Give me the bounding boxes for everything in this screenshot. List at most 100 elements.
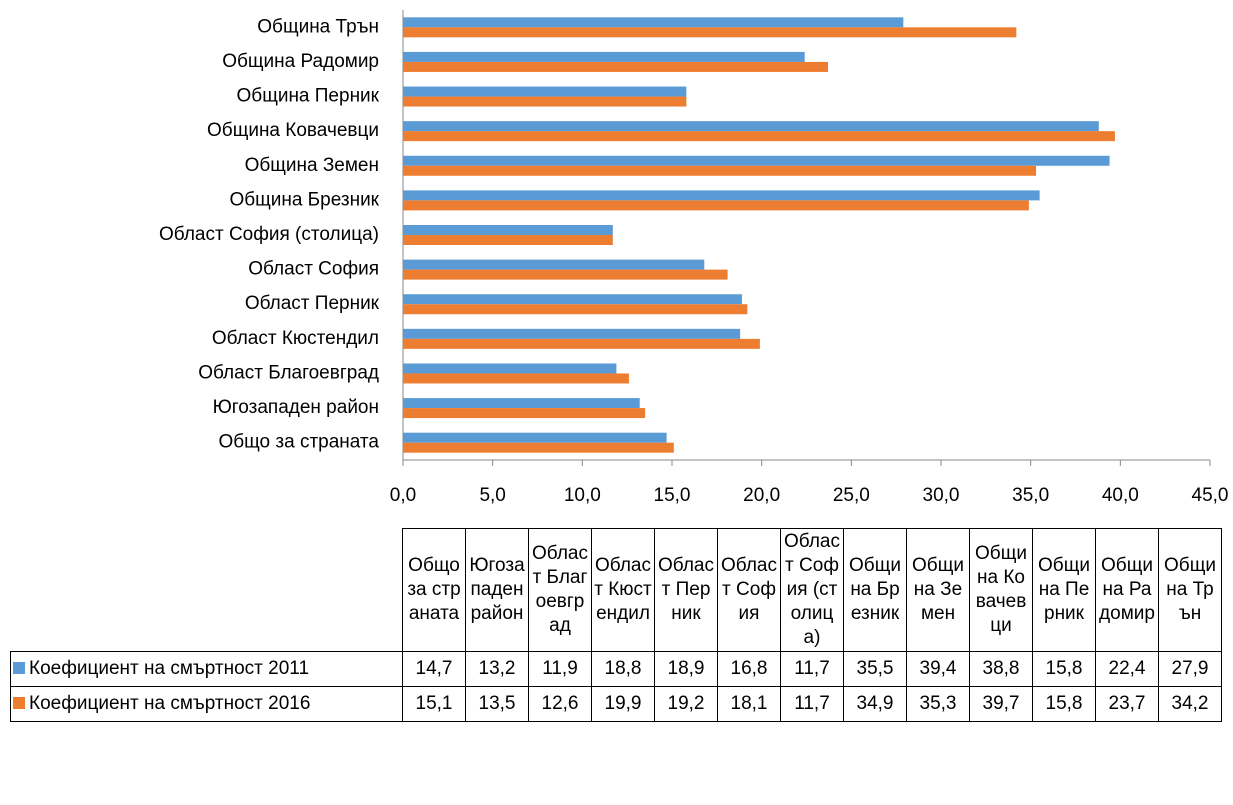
x-tick-label: 30,0	[923, 485, 960, 506]
bar	[403, 398, 640, 409]
bar	[403, 51, 805, 62]
x-tick-label: 40,0	[1102, 485, 1139, 506]
bar	[403, 96, 687, 107]
table-value: 15,1	[402, 686, 466, 722]
table-value: 11,7	[780, 651, 844, 687]
x-tick-label: 35,0	[1012, 485, 1049, 506]
y-tick-label: Община Радомир	[222, 51, 379, 72]
bar	[403, 442, 674, 453]
table-value: 12,6	[528, 686, 592, 722]
table-value: 23,7	[1095, 686, 1159, 722]
column-header: Община Перник	[1032, 528, 1096, 652]
bar	[403, 17, 904, 28]
bar	[403, 235, 613, 245]
bar	[403, 225, 613, 235]
bar	[403, 165, 1037, 176]
column-header: Община Земен	[906, 528, 970, 652]
table-value: 39,7	[969, 686, 1033, 722]
bar	[403, 121, 1099, 132]
column-header: Община Трън	[1158, 528, 1222, 652]
column-header: Община Ковачевци	[969, 528, 1033, 652]
y-tick-label: Община Земен	[245, 155, 379, 176]
table-value: 39,4	[906, 651, 970, 687]
bar	[403, 190, 1040, 201]
series-name: Коефициент на смъртност 2011	[29, 658, 310, 679]
bar	[403, 432, 667, 443]
y-tick-label: Общо за страната	[218, 432, 379, 453]
bar	[403, 338, 760, 349]
y-tick-label: Община Ковачевци	[207, 120, 379, 141]
y-tick-label: Област Кюстендил	[212, 328, 379, 349]
bar	[403, 259, 705, 270]
table-value: 35,5	[843, 651, 907, 687]
x-tick-label: 15,0	[654, 485, 691, 506]
bar	[403, 373, 629, 384]
data-table: Общо за страната Югозападен район Област Б…	[10, 528, 1222, 722]
bar	[403, 408, 646, 419]
table-value: 19,9	[591, 686, 655, 722]
column-header: Общо за страната	[402, 528, 466, 652]
table-value: 38,8	[969, 651, 1033, 687]
series-row: Коефициент на смъртност 2016 15,1 13,5 12,6…	[10, 686, 1222, 722]
x-tick-label: 0,0	[390, 485, 416, 506]
table-value: 14,7	[402, 651, 466, 687]
table-value: 18,1	[717, 686, 781, 722]
bar	[403, 328, 741, 339]
y-tick-label: Югозападен район	[213, 397, 379, 418]
table-value: 35,3	[906, 686, 970, 722]
table-value: 13,5	[465, 686, 529, 722]
bar	[403, 155, 1110, 166]
legend-key	[13, 697, 25, 709]
column-header: Община Радомир	[1095, 528, 1159, 652]
empty-cell	[11, 529, 403, 652]
y-tick-label: Община Трън	[257, 16, 379, 37]
column-header: Югозападен район	[465, 528, 529, 652]
x-tick-label: 25,0	[833, 485, 870, 506]
series-name: Коефициент на смъртност 2016	[29, 693, 311, 714]
table-value: 15,8	[1032, 686, 1096, 722]
x-tick-label: 45,0	[1192, 485, 1229, 506]
bar	[403, 294, 742, 305]
legend-key	[13, 662, 25, 674]
column-header: Община Брезник	[843, 528, 907, 652]
legend-entry: Коефициент на смъртност 2016	[10, 686, 403, 722]
legend-entry: Коефициент на смъртност 2011	[10, 651, 403, 687]
y-tick-label: Община Брезник	[229, 189, 379, 210]
table-value: 16,8	[717, 651, 781, 687]
table-value: 11,7	[780, 686, 844, 722]
bar	[403, 363, 617, 374]
x-tick-label: 5,0	[479, 485, 505, 506]
column-header: Област Перник	[654, 528, 718, 652]
bar	[403, 61, 829, 72]
y-tick-label: Област Перник	[245, 293, 380, 314]
table-value: 22,4	[1095, 651, 1159, 687]
table-value: 15,8	[1032, 651, 1096, 687]
y-tick-label: Област Благоевград	[198, 362, 379, 383]
table-value: 34,2	[1158, 686, 1222, 722]
bar	[403, 200, 1029, 211]
column-header: Област Кюстендил	[591, 528, 655, 652]
table-value: 34,9	[843, 686, 907, 722]
bar	[403, 304, 748, 315]
y-tick-label: Община Перник	[237, 86, 380, 107]
table-value: 11,9	[528, 651, 592, 687]
table-value: 18,9	[654, 651, 718, 687]
column-header: Област София (столица)	[780, 528, 844, 652]
table-value: 19,2	[654, 686, 718, 722]
header-row: Общо за страната Югозападен район Област Б…	[11, 528, 1222, 652]
column-header: Област София	[717, 528, 781, 652]
bar	[403, 269, 728, 280]
bar	[403, 131, 1115, 142]
series-row: Коефициент на смъртност 2011 14,7 13,2 11,9…	[10, 651, 1222, 687]
table-value: 27,9	[1158, 651, 1222, 687]
y-tick-label: Област София (столица)	[159, 224, 379, 245]
table-value: 13,2	[465, 651, 529, 687]
column-header: Област Благоевград	[528, 528, 592, 652]
bar	[403, 27, 1017, 38]
x-tick-label: 20,0	[743, 485, 780, 506]
y-tick-label: Област София	[248, 259, 379, 280]
x-tick-label: 10,0	[564, 485, 601, 506]
bar	[403, 86, 687, 97]
chart: 0,0 5,0 10,0 15,0 20,0 25,0 30,0 35,0 40,0 45,0 Об…	[159, 10, 1229, 506]
